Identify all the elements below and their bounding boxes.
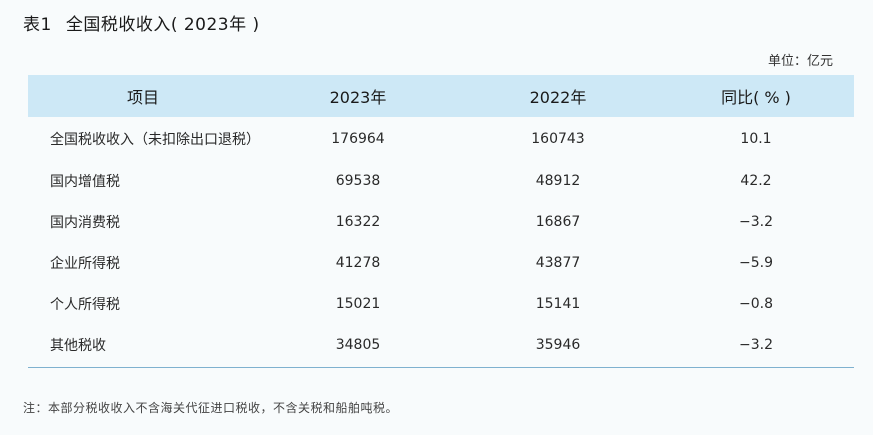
row-item: 国内消费税 xyxy=(50,214,120,231)
row-yoy: −3.2 xyxy=(739,213,773,230)
table-row: 其他税收 34805 35946 −3.2 xyxy=(28,324,854,368)
row-value-2022: 160743 xyxy=(531,130,585,147)
footnote: 注：本部分税收收入不含海关代征进口税收，不含关税和船舶吨税。 xyxy=(23,401,399,415)
unit-label: 单位：亿元 xyxy=(767,54,833,69)
tax-revenue-table: 项目 2023年 2022年 同比( % ) 全国税收收入（未扣除出口退税） 1… xyxy=(28,75,854,368)
table-row: 个人所得税 15021 15141 −0.8 xyxy=(28,283,854,324)
table-row: 国内增值税 69538 48912 42.2 xyxy=(28,160,854,201)
header-2023: 2023年 xyxy=(329,88,387,107)
row-yoy: −0.8 xyxy=(739,295,773,312)
row-value-2023: 69538 xyxy=(335,172,381,189)
table-number: 表1 xyxy=(23,15,52,35)
row-value-2022: 15141 xyxy=(535,295,581,312)
row-value-2023: 176964 xyxy=(331,130,385,147)
table-row: 全国税收收入（未扣除出口退税） 176964 160743 10.1 xyxy=(28,117,854,160)
row-item: 个人所得税 xyxy=(50,296,120,313)
table-title: 表1 全国税收收入( 2023年 ) xyxy=(23,10,260,35)
table-title-text: 全国税收收入( 2023年 ) xyxy=(65,15,260,35)
row-item: 全国税收收入（未扣除出口退税） xyxy=(50,131,260,148)
header-2022: 2022年 xyxy=(529,88,587,107)
table-row: 国内消费税 16322 16867 −3.2 xyxy=(28,201,854,242)
row-value-2022: 43877 xyxy=(535,254,581,271)
row-value-2023: 41278 xyxy=(335,254,381,271)
table-row: 企业所得税 41278 43877 −5.9 xyxy=(28,242,854,283)
header-yoy: 同比( % ) xyxy=(721,88,791,107)
row-value-2022: 35946 xyxy=(458,324,658,368)
row-value-2022: 48912 xyxy=(535,172,581,189)
row-value-2023: 15021 xyxy=(335,295,381,312)
row-value-2022: 16867 xyxy=(535,213,581,230)
row-yoy: 42.2 xyxy=(740,172,772,189)
header-item: 项目 xyxy=(126,88,159,107)
table-header-row: 项目 2023年 2022年 同比( % ) xyxy=(28,75,854,117)
row-item: 其他税收 xyxy=(28,324,258,368)
row-value-2023: 16322 xyxy=(335,213,381,230)
row-yoy: 10.1 xyxy=(740,130,772,147)
row-item: 国内增值税 xyxy=(50,173,120,190)
row-yoy: −3.2 xyxy=(658,324,854,368)
row-yoy: −5.9 xyxy=(739,254,773,271)
row-value-2023: 34805 xyxy=(258,324,458,368)
row-item: 企业所得税 xyxy=(50,255,120,272)
